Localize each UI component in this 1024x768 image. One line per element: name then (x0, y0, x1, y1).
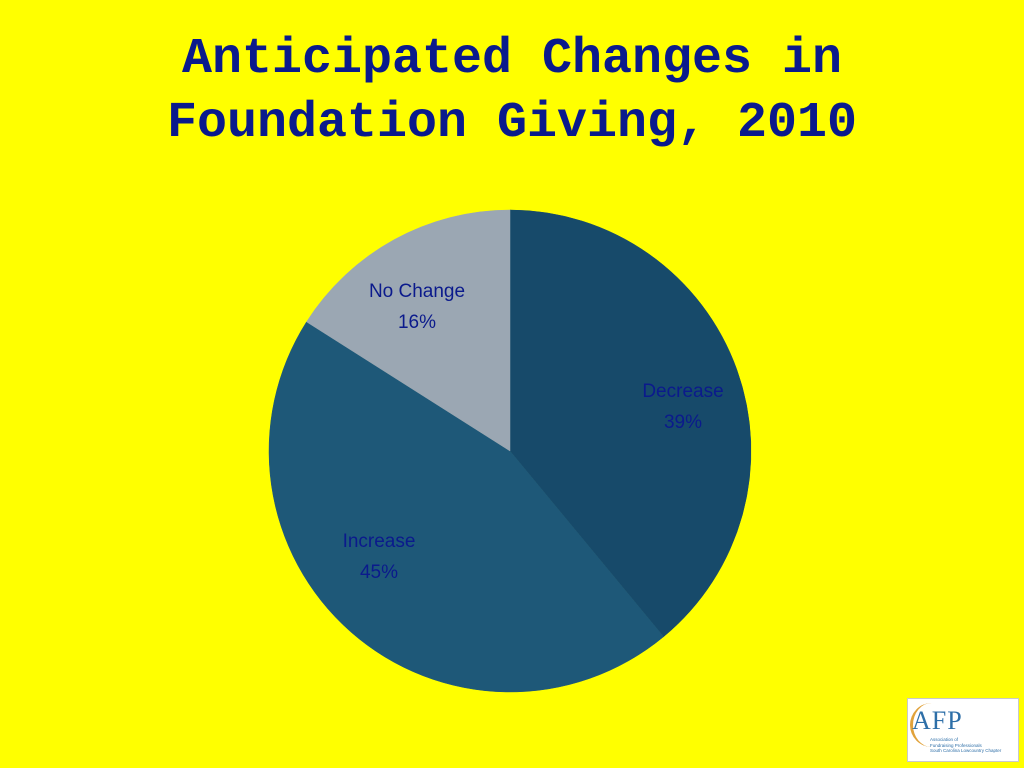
chart-title: Anticipated Changes in Foundation Giving… (0, 28, 1024, 156)
pie-slice-decrease (509, 209, 752, 638)
logo-swoosh-icon (910, 703, 953, 747)
chart-title-line-1: Anticipated Changes in (181, 31, 843, 88)
logo-text-line-1: Association of (930, 737, 959, 742)
afp-logo: AFP Association of Fundraising Professio… (907, 698, 1019, 762)
logo-text-line-2: Fundraising Professionals (930, 742, 982, 748)
pie-slice-no-change (306, 209, 511, 452)
data-value-increase: 45% (360, 562, 398, 583)
logo-text-line-3: South Carolina Lowcountry Chapter (930, 748, 1002, 753)
data-label-increase: Increase (343, 531, 416, 552)
data-label-decrease: Decrease (642, 381, 723, 402)
data-value-decrease: 39% (664, 412, 702, 433)
pie-slice-increase (268, 321, 664, 693)
logo-mark: AFP (912, 706, 963, 735)
chart-title-line-2: Foundation Giving, 2010 (166, 95, 858, 152)
data-label-no-change: No Change (369, 281, 465, 302)
data-value-no-change: 16% (398, 312, 436, 333)
logo-text: Association of Fundraising Professionals… (930, 737, 1016, 754)
